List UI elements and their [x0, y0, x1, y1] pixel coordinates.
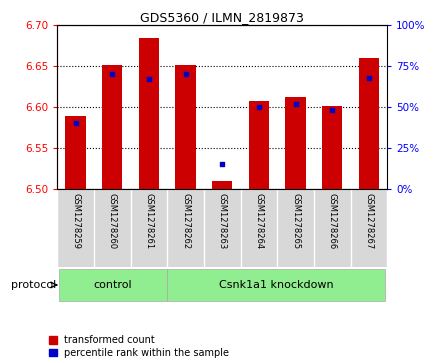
Text: GSM1278262: GSM1278262: [181, 193, 190, 249]
Point: [255, 104, 262, 110]
Bar: [59, 269, 167, 301]
Point: [365, 75, 372, 81]
Text: GSM1278267: GSM1278267: [364, 193, 374, 249]
Text: GSM1278263: GSM1278263: [218, 193, 227, 249]
Text: GSM1278265: GSM1278265: [291, 193, 300, 249]
Bar: [322, 106, 342, 189]
Bar: [286, 97, 306, 189]
Text: GSM1278260: GSM1278260: [108, 193, 117, 249]
Bar: [66, 116, 86, 189]
Text: Csnk1a1 knockdown: Csnk1a1 knockdown: [219, 280, 334, 290]
Bar: [102, 65, 122, 189]
Point: [329, 107, 336, 113]
Text: GSM1278261: GSM1278261: [144, 193, 154, 249]
Text: control: control: [94, 280, 132, 290]
Text: protocol: protocol: [11, 280, 56, 290]
Point: [182, 72, 189, 77]
Point: [219, 161, 226, 167]
Point: [72, 121, 79, 126]
Legend: transformed count, percentile rank within the sample: transformed count, percentile rank withi…: [49, 335, 229, 358]
Bar: [167, 269, 385, 301]
Text: GSM1278259: GSM1278259: [71, 193, 80, 249]
Bar: [359, 58, 379, 189]
Bar: [139, 38, 159, 189]
Title: GDS5360 / ILMN_2819873: GDS5360 / ILMN_2819873: [140, 11, 304, 24]
Text: GSM1278266: GSM1278266: [328, 193, 337, 249]
Bar: [212, 182, 232, 189]
Text: GSM1278264: GSM1278264: [254, 193, 264, 249]
Point: [292, 101, 299, 107]
Bar: [249, 101, 269, 189]
Point: [109, 72, 116, 77]
Point: [145, 76, 152, 82]
Bar: [176, 65, 196, 189]
